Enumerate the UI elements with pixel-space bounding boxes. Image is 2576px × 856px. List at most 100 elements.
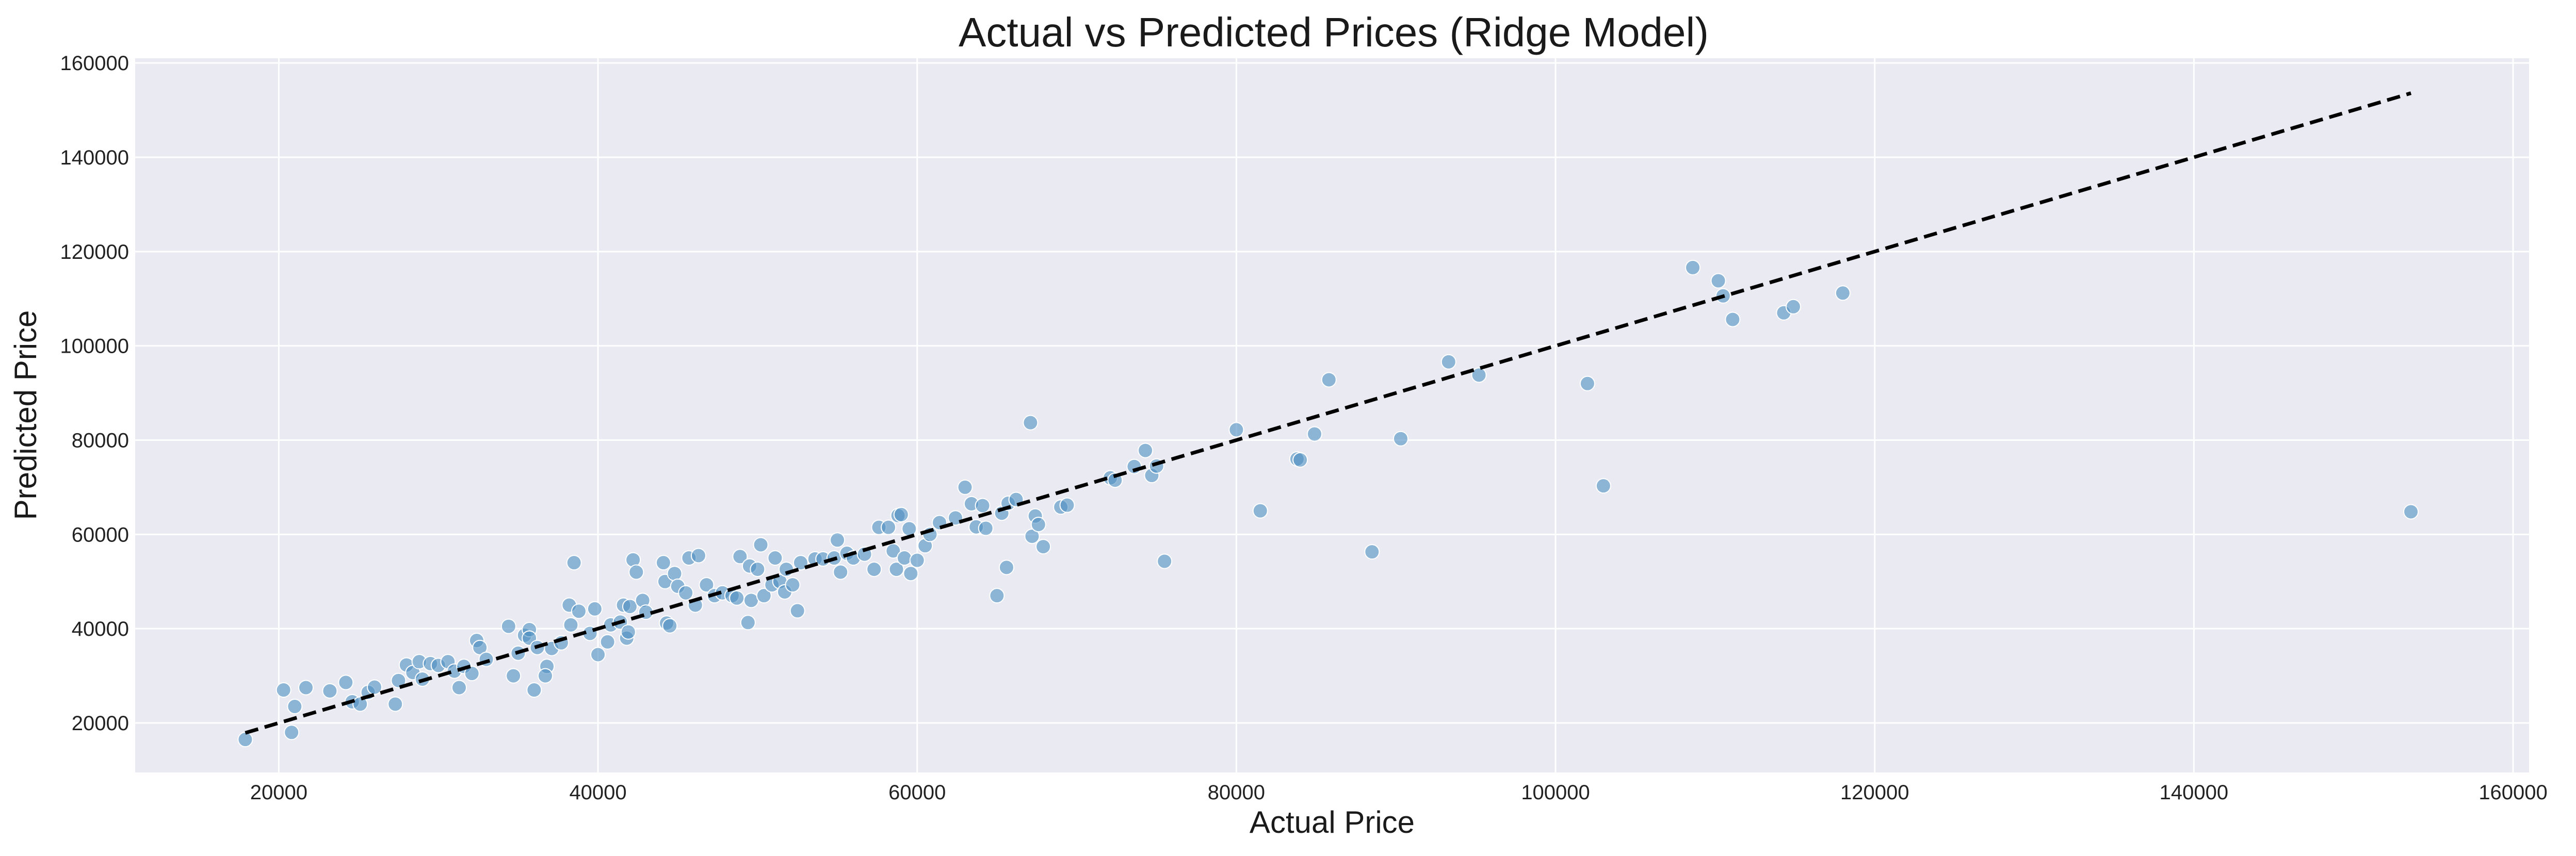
data-point-109 xyxy=(947,510,963,526)
x-axis-label: Actual Price xyxy=(1250,805,1415,839)
data-point-42 xyxy=(571,603,587,619)
data-point-101 xyxy=(893,506,909,522)
data-point-110 xyxy=(957,479,973,495)
data-point-71 xyxy=(729,590,745,606)
data-point-152 xyxy=(1835,285,1851,301)
data-point-86 xyxy=(792,555,808,571)
data-point-117 xyxy=(998,559,1014,575)
data-point-145 xyxy=(1595,478,1611,494)
x-tick-label-2: 60000 xyxy=(888,781,946,804)
data-point-36 xyxy=(537,668,553,684)
x-tick-label-5: 120000 xyxy=(1840,781,1909,804)
chart-title: Actual vs Predicted Prices (Ridge Model) xyxy=(959,9,1709,55)
data-point-126 xyxy=(1059,497,1075,513)
data-point-103 xyxy=(901,521,917,537)
data-point-85 xyxy=(789,603,805,619)
data-point-91 xyxy=(833,564,849,580)
data-point-1 xyxy=(276,682,291,698)
data-point-115 xyxy=(989,588,1005,604)
data-point-97 xyxy=(881,519,897,535)
data-point-114 xyxy=(978,520,994,536)
data-point-21 xyxy=(451,680,467,696)
data-point-80 xyxy=(767,550,783,566)
y-axis-label: Predicted Price xyxy=(8,310,43,520)
x-tick-label-0: 20000 xyxy=(250,781,307,804)
data-point-63 xyxy=(678,585,694,601)
data-point-102 xyxy=(896,550,912,566)
data-point-57 xyxy=(655,555,671,571)
data-point-99 xyxy=(888,561,904,577)
y-tick-label-1: 40000 xyxy=(72,618,129,640)
data-point-46 xyxy=(600,634,615,650)
data-point-44 xyxy=(587,601,603,617)
data-point-151 xyxy=(1785,299,1801,315)
x-tick-label-7: 160000 xyxy=(2478,781,2547,804)
x-tick-label-6: 140000 xyxy=(2160,781,2228,804)
data-point-147 xyxy=(1710,273,1726,289)
data-point-61 xyxy=(667,566,683,582)
data-point-123 xyxy=(1030,517,1046,533)
data-point-104 xyxy=(903,566,919,582)
data-point-73 xyxy=(740,615,756,631)
data-point-40 xyxy=(566,555,582,571)
data-point-141 xyxy=(1393,431,1409,447)
data-point-134 xyxy=(1228,422,1244,438)
data-point-5 xyxy=(322,683,338,699)
y-tick-label-5: 120000 xyxy=(60,241,129,264)
data-point-144 xyxy=(1579,375,1595,391)
data-point-12 xyxy=(391,672,407,688)
data-point-23 xyxy=(464,666,480,682)
data-point-11 xyxy=(387,696,403,712)
data-point-124 xyxy=(1035,539,1051,555)
data-point-98 xyxy=(885,543,901,559)
data-point-139 xyxy=(1321,372,1337,388)
data-point-120 xyxy=(1023,415,1039,431)
x-tick-label-4: 100000 xyxy=(1521,781,1590,804)
data-point-52 xyxy=(622,599,638,615)
x-axis-ticks: 20000 40000 60000 80000 100000 120000 140000 16… xyxy=(250,781,2548,804)
data-point-25 xyxy=(472,639,488,655)
data-point-32 xyxy=(526,682,542,698)
y-tick-label-6: 140000 xyxy=(60,146,129,169)
data-point-4 xyxy=(298,680,314,696)
data-point-72 xyxy=(732,549,748,565)
y-tick-label-2: 60000 xyxy=(72,523,129,546)
data-point-10 xyxy=(367,679,382,695)
y-tick-label-7: 160000 xyxy=(60,52,129,75)
grid-lines xyxy=(135,58,2529,772)
x-tick-label-1: 40000 xyxy=(569,781,626,804)
data-point-8 xyxy=(352,696,368,712)
data-point-78 xyxy=(756,588,772,604)
reference-line xyxy=(245,91,2412,735)
data-point-51 xyxy=(620,624,636,640)
data-point-130 xyxy=(1138,442,1154,458)
data-point-3 xyxy=(287,699,303,715)
data-point-142 xyxy=(1440,354,1456,370)
data-point-67 xyxy=(699,577,715,593)
data-point-27 xyxy=(500,618,516,634)
data-point-121 xyxy=(1024,528,1040,544)
data-point-95 xyxy=(866,561,882,577)
data-point-137 xyxy=(1292,452,1308,468)
data-point-28 xyxy=(506,668,522,684)
data-point-146 xyxy=(1685,259,1701,275)
y-axis-ticks: 20000 40000 60000 80000 100000 120000 140000 16… xyxy=(60,52,129,735)
data-point-113 xyxy=(975,498,991,514)
data-point-90 xyxy=(830,532,846,548)
data-point-140 xyxy=(1364,544,1380,560)
data-point-138 xyxy=(1306,426,1322,442)
data-point-135 xyxy=(1252,503,1268,519)
data-point-105 xyxy=(909,552,925,568)
data-point-84 xyxy=(785,577,801,593)
y-tick-label-3: 80000 xyxy=(72,429,129,452)
data-point-54 xyxy=(628,564,644,580)
data-point-2 xyxy=(284,725,300,740)
data-point-133 xyxy=(1157,553,1173,569)
data-point-153 xyxy=(2403,504,2419,520)
data-point-149 xyxy=(1725,311,1741,327)
data-point-60 xyxy=(662,618,678,634)
y-tick-label-4: 100000 xyxy=(60,335,129,358)
data-point-143 xyxy=(1471,367,1487,383)
data-point-77 xyxy=(753,537,769,553)
data-point-76 xyxy=(750,561,766,577)
